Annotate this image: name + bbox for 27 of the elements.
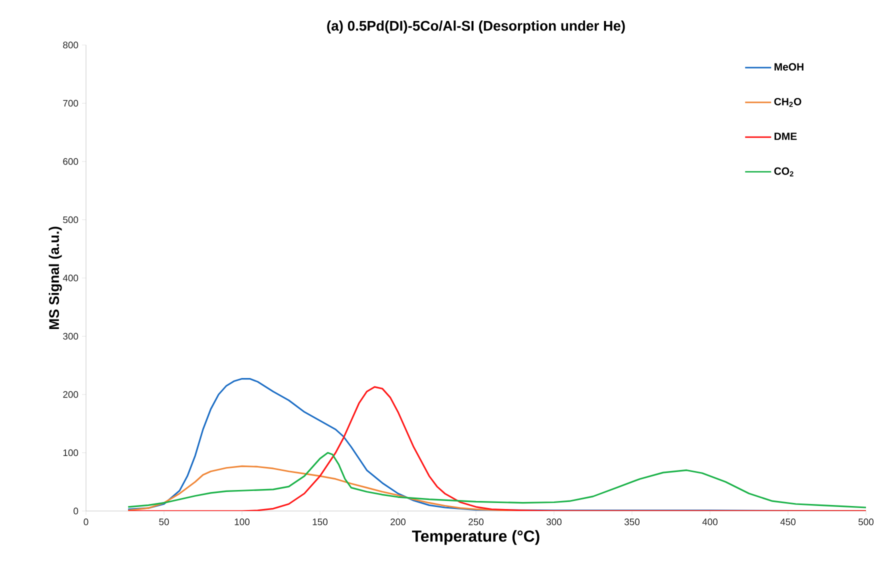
y-tick-label: 0 [74, 508, 78, 514]
x-tick-label: 500 [858, 518, 874, 526]
x-tick-label: 250 [468, 518, 484, 526]
x-tick-label: 400 [702, 518, 718, 526]
y-tick-label: 600 [63, 158, 78, 165]
x-tick-label: 300 [546, 518, 562, 526]
chart-title: (a) 0.5Pd(DI)-5Co/Al-SI (Desorption under He) [327, 20, 625, 34]
legend-label: CH$_{2}$O [774, 98, 802, 107]
x-tick-label: 450 [780, 518, 796, 526]
y-tick-label: 100 [63, 449, 78, 456]
y-tick-label: 200 [63, 391, 78, 398]
x-tick-label: 350 [624, 518, 640, 526]
y-axis-title: MS Signal (a.u.) [48, 226, 62, 329]
y-tick-label: 700 [63, 100, 78, 107]
x-tick-label: 0 [84, 518, 88, 526]
y-tick-label: 800 [63, 42, 78, 48]
y-tick-label: 400 [62, 274, 78, 282]
y-tick-label: 500 [63, 216, 78, 224]
legend-label: MeOH [774, 63, 804, 71]
legend-label: CO$_{2}$ [774, 167, 794, 176]
x-axis-title: Temperature (°C) [412, 530, 540, 545]
x-tick-label: 150 [312, 518, 328, 526]
x-tick-label: 100 [234, 518, 250, 526]
x-tick-label: 50 [159, 518, 169, 526]
y-tick-label: 300 [63, 332, 78, 340]
x-tick-label: 200 [390, 518, 406, 526]
legend-label: DME [774, 132, 797, 140]
